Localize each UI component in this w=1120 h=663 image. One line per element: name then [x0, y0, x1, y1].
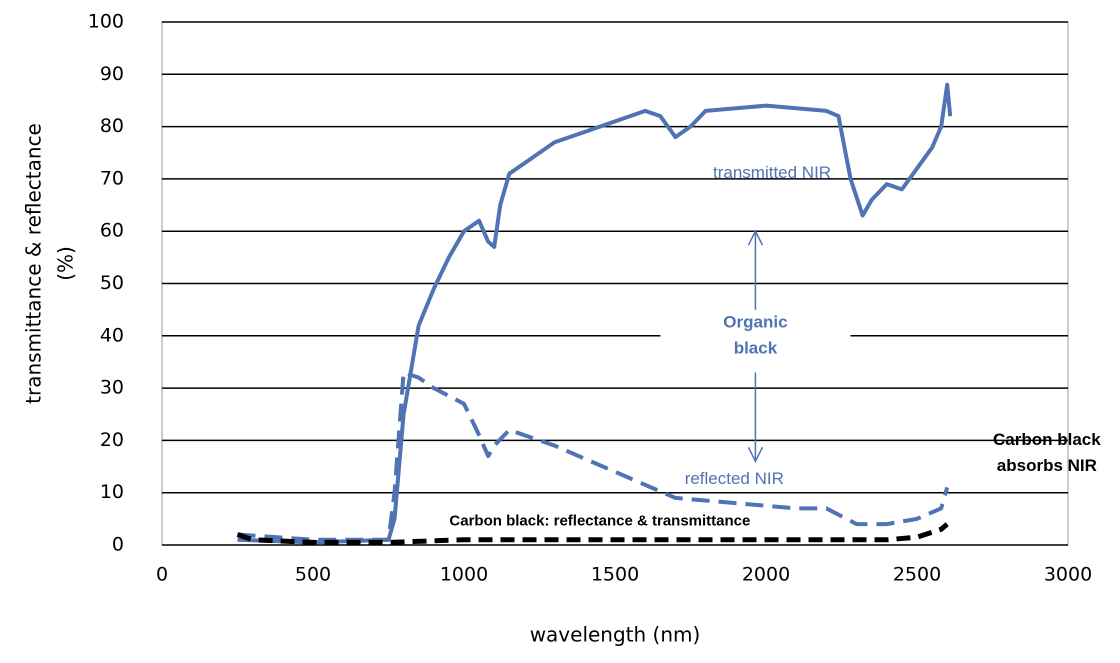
- annotation: Carbon black: reflectance & transmittanc…: [449, 512, 750, 529]
- annotation: Carbon black: [993, 430, 1101, 449]
- x-tick-label: 0: [156, 564, 168, 586]
- y-tick-label: 90: [100, 63, 124, 85]
- y-axis-title-line: (%): [54, 246, 78, 281]
- x-axis-title: wavelength (nm): [530, 623, 701, 647]
- data-line: [236, 522, 949, 545]
- annotation: black: [734, 338, 778, 357]
- annotation: Organic: [723, 312, 787, 331]
- y-tick-label: 20: [100, 429, 124, 451]
- y-tick-label: 100: [88, 11, 124, 33]
- y-tick-label: 70: [100, 167, 124, 189]
- y-tick-label: 80: [100, 115, 124, 137]
- y-axis-title-line: transmittance & reflectance: [22, 123, 46, 404]
- annotation: absorbs NIR: [997, 456, 1097, 475]
- y-tick-label: 10: [100, 481, 124, 503]
- annotation: transmitted NIR: [713, 163, 831, 182]
- annotation: reflected NIR: [685, 469, 784, 488]
- arrow-head: [747, 229, 764, 246]
- y-axis-title: transmittance & reflectance (%): [22, 123, 78, 404]
- y-tick-label: 0: [112, 534, 124, 556]
- y-tick-label: 50: [100, 272, 124, 294]
- data-line: [237, 370, 950, 542]
- x-tick-label: 2500: [893, 564, 941, 586]
- y-tick-label: 60: [100, 220, 124, 242]
- x-tick-label: 1500: [591, 564, 639, 586]
- x-tick-label: 1000: [440, 564, 488, 586]
- arrow-head: [747, 446, 764, 463]
- x-tick-label: 500: [295, 564, 331, 586]
- label-background: [660, 309, 851, 362]
- y-tick-label: 40: [100, 324, 124, 346]
- x-tick-label: 2000: [742, 564, 790, 586]
- data-line: [237, 82, 953, 545]
- x-tick-label: 3000: [1044, 564, 1092, 586]
- y-tick-label: 30: [100, 377, 124, 399]
